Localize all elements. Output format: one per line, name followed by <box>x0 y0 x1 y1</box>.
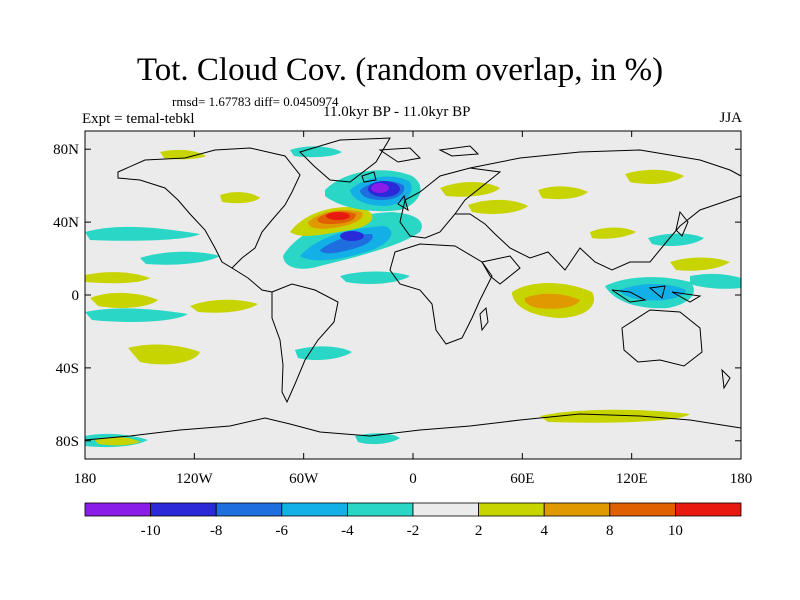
colorbar-label: -2 <box>407 523 420 539</box>
coastline-africa <box>389 243 493 345</box>
colorbar-label: 8 <box>606 523 614 539</box>
colorbar-swatch <box>215 502 283 517</box>
lat-tick-label: 80N <box>53 142 79 158</box>
lon-tick-label: 180 <box>74 471 97 487</box>
anomaly-region <box>190 299 258 313</box>
lat-tick-label: 80S <box>56 434 79 450</box>
colorbar-swatch <box>150 502 217 517</box>
map-title: Tot. Cloud Cov. (random overlap, in %) <box>136 52 664 88</box>
coastlines <box>85 137 741 441</box>
coastline-north-america <box>117 147 301 269</box>
anomaly-region <box>90 292 158 308</box>
lon-tick-label: 60E <box>510 471 534 487</box>
anomaly-region <box>85 272 150 284</box>
colorbar-swatch <box>609 502 676 517</box>
anomaly-region <box>340 231 364 241</box>
anomaly-region <box>625 169 684 184</box>
lon-tick-label: 60W <box>289 471 319 487</box>
colorbar-label: -10 <box>141 523 161 539</box>
anomaly-region <box>128 344 200 365</box>
coastline-asia <box>455 149 741 271</box>
anomaly-region <box>326 212 350 220</box>
lat-tick-label: 0 <box>72 288 80 304</box>
anomaly-region <box>440 182 500 197</box>
anomaly-region <box>620 284 686 301</box>
anomaly-region <box>371 183 389 193</box>
coastline-madagascar <box>479 306 489 332</box>
coastline-antarctica <box>85 413 741 441</box>
anomaly-region <box>85 226 200 241</box>
colorbar-label: -6 <box>276 523 289 539</box>
longitude-axis: 180 120W 60W 0 60E 120E 180 <box>74 131 753 487</box>
anomaly-region <box>95 437 140 446</box>
season-label: JJA <box>719 110 742 126</box>
coastline-central-america <box>231 267 273 293</box>
coastline-uk-iceland <box>361 171 409 212</box>
lon-tick-label: 120W <box>176 471 214 487</box>
anomaly-region <box>538 186 588 200</box>
anomaly-region <box>160 149 206 160</box>
colorbar-label: 10 <box>668 523 683 539</box>
anomaly-region <box>468 199 528 214</box>
anomaly-region <box>590 227 636 239</box>
period-label: 11.0kyr BP - 11.0kyr BP <box>323 104 471 120</box>
anomaly-region <box>220 192 260 204</box>
anomaly-region <box>85 308 188 322</box>
coastline-south-america <box>271 283 339 404</box>
lat-tick-label: 40N <box>53 215 79 231</box>
lat-tick-label: 40S <box>56 361 79 377</box>
experiment-label: Expt = temal-tebkl <box>82 111 195 127</box>
anomaly-region <box>648 233 704 246</box>
colorbar-label: -4 <box>341 523 354 539</box>
anomaly-field <box>85 146 741 448</box>
anomaly-region <box>690 273 741 289</box>
coastline-greenland <box>299 137 391 183</box>
colorbar: -10 -8 -6 -4 -2 2 4 8 10 <box>84 502 742 539</box>
anomaly-region <box>340 271 410 284</box>
coastline-arabia <box>481 255 521 285</box>
colorbar-swatch <box>281 502 348 517</box>
anomaly-region <box>540 409 690 423</box>
coastline-new-zealand <box>721 368 731 390</box>
coastline-arctic-islands <box>378 145 480 163</box>
colorbar-swatch <box>478 502 545 517</box>
latitude-axis: 80N 40N 0 40S 80S <box>53 142 741 450</box>
colorbar-swatch <box>543 502 611 517</box>
colorbar-label: 4 <box>540 523 548 539</box>
anomaly-region <box>670 257 730 271</box>
stats-line: rmsd= 1.67783 diff= 0.0450974 <box>172 94 339 109</box>
lon-tick-label: 120E <box>616 471 648 487</box>
colorbar-swatch <box>675 502 742 517</box>
coastline-australia <box>621 309 703 367</box>
colorbar-label: -8 <box>210 523 223 539</box>
colorbar-label: 2 <box>475 523 483 539</box>
colorbar-swatch <box>346 502 414 517</box>
anomaly-region <box>140 251 220 265</box>
coastline-indonesia <box>611 285 702 303</box>
lon-tick-label: 180 <box>730 471 753 487</box>
colorbar-swatch <box>412 502 479 517</box>
coastline-japan <box>675 210 689 237</box>
anomaly-region <box>524 293 580 309</box>
colorbar-swatch <box>84 502 151 517</box>
lon-tick-label: 0 <box>409 471 417 487</box>
anomaly-region <box>295 346 352 360</box>
